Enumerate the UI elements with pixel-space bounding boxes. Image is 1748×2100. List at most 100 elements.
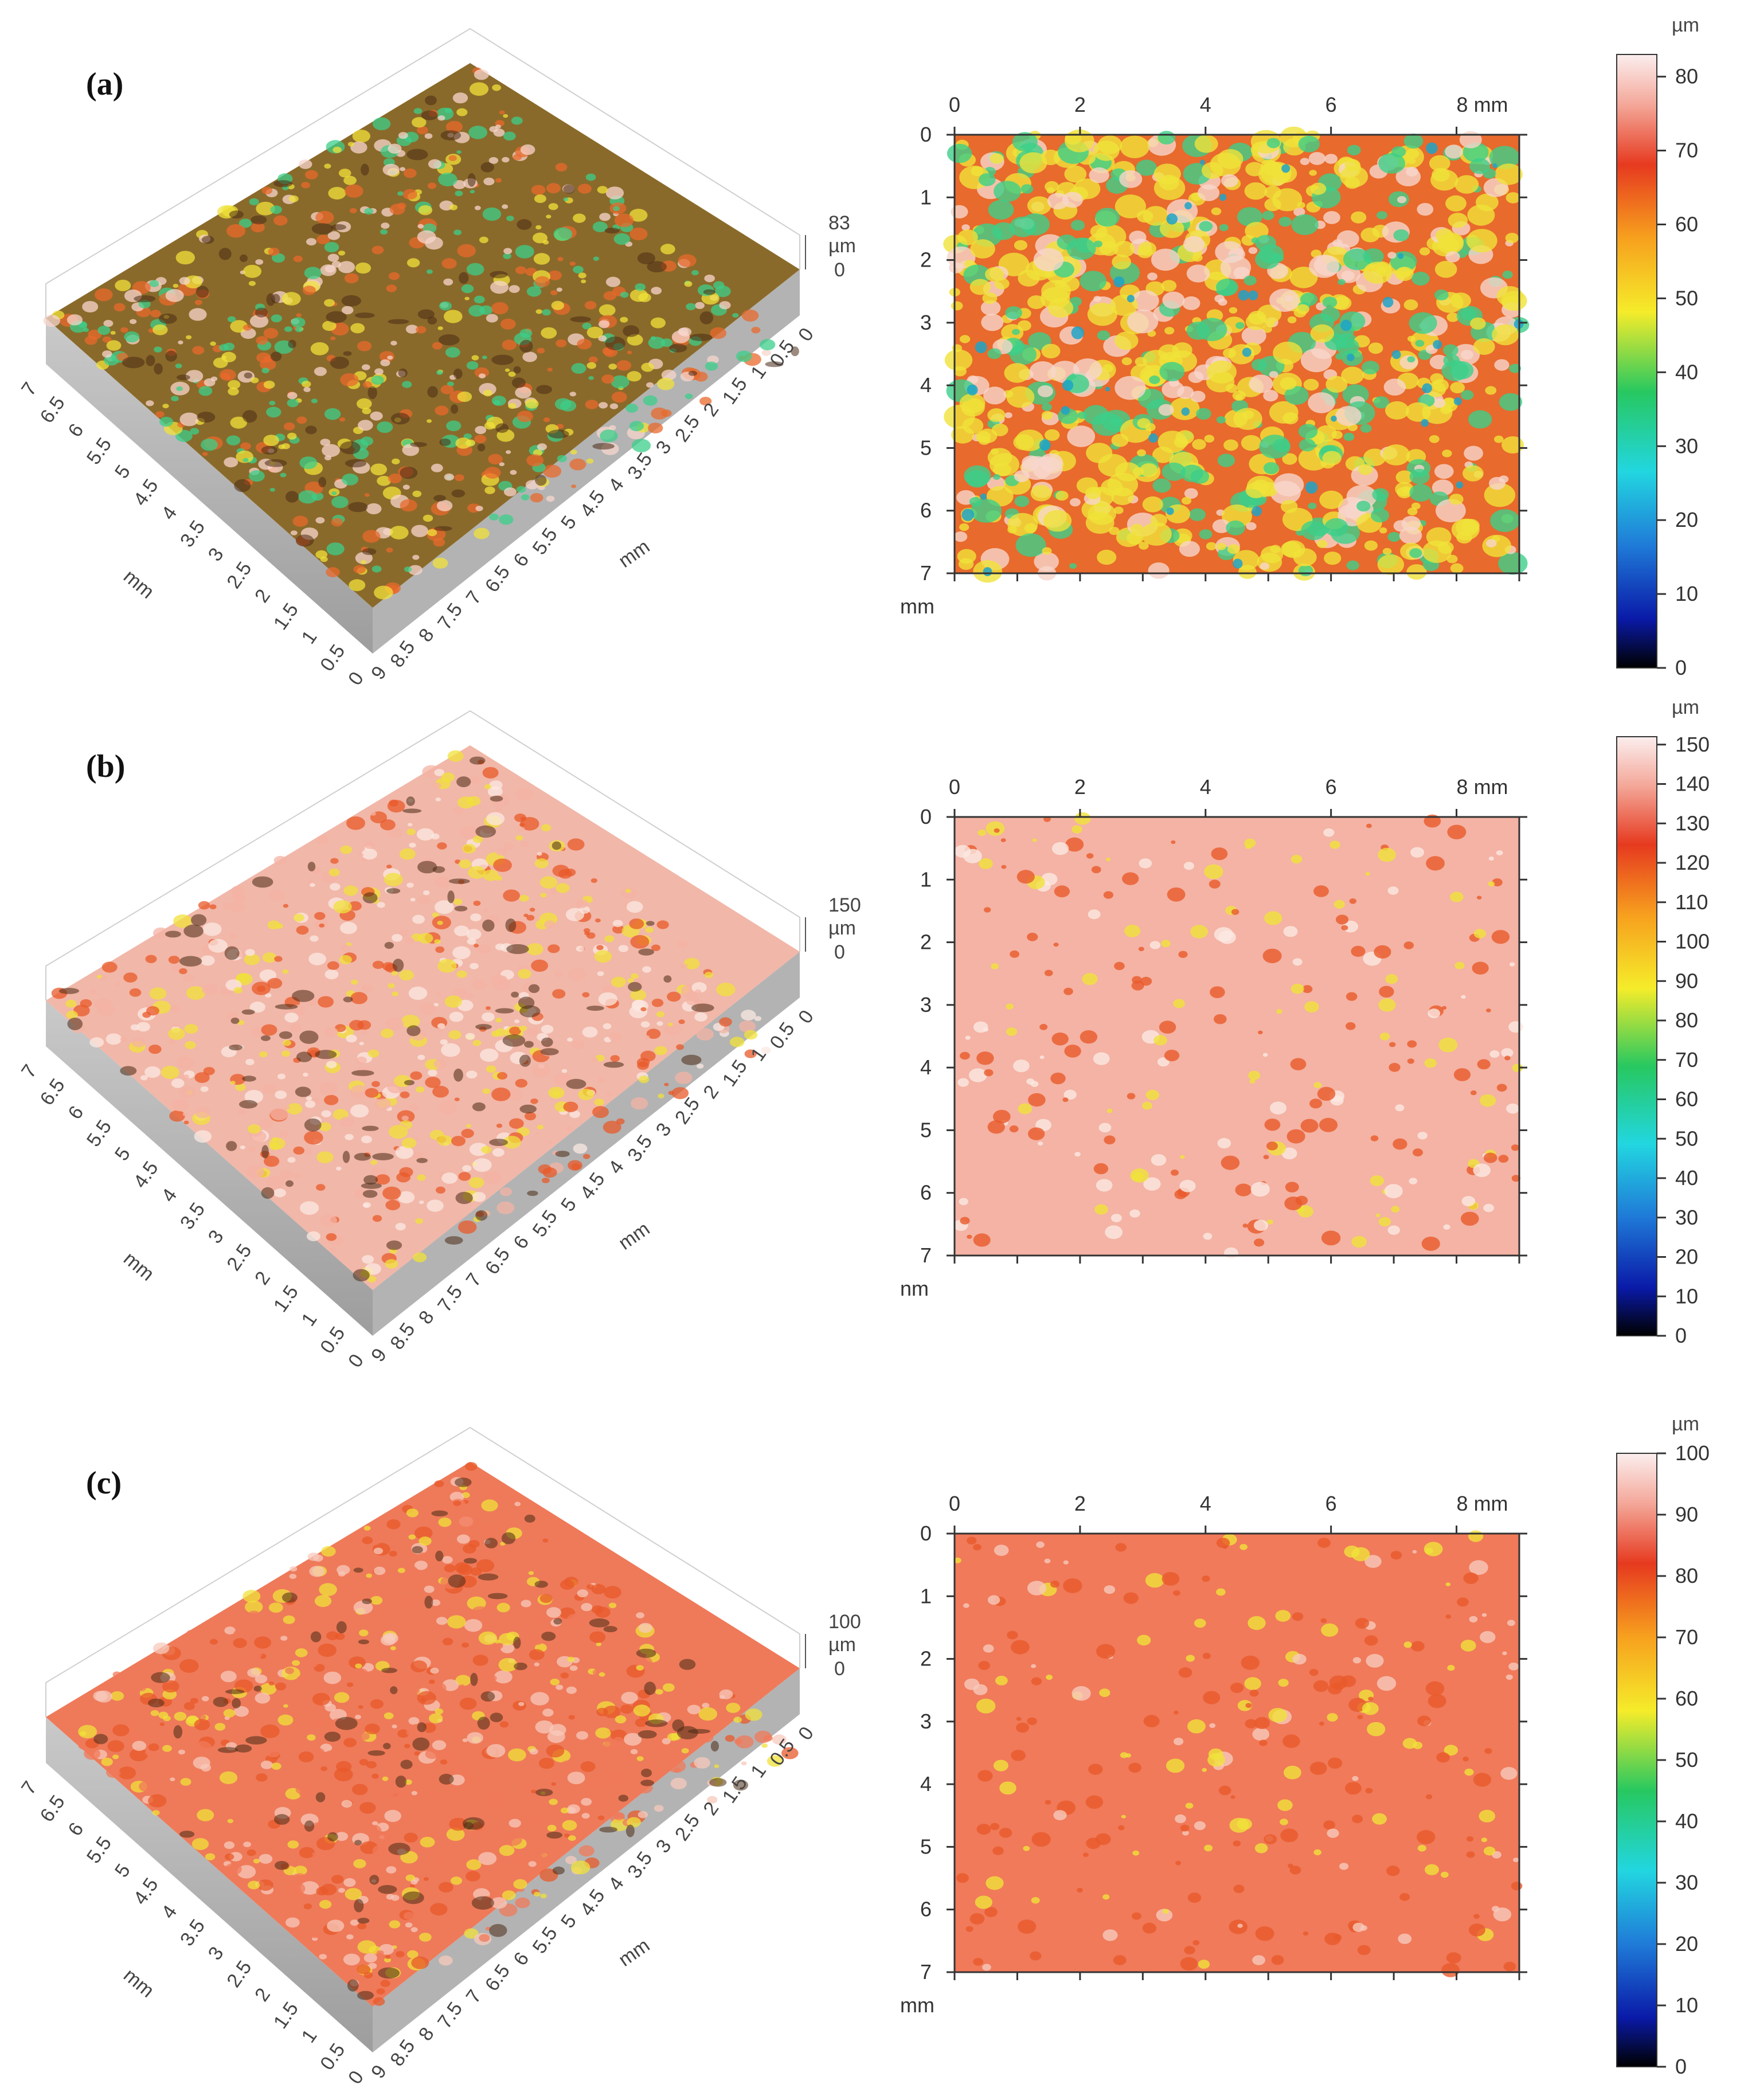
surface-pit — [353, 1269, 370, 1282]
surface-texture-spot — [287, 1157, 296, 1163]
surface-pit — [406, 796, 415, 806]
map-feature-spot — [1340, 166, 1368, 187]
surface-pit — [687, 1729, 711, 1734]
map-feature-spot — [1323, 1820, 1336, 1830]
map-feature-spot — [1321, 1230, 1341, 1246]
map-feature-spot — [1098, 1123, 1112, 1133]
colorbar-tick-label: 130 — [1675, 811, 1710, 835]
surface-pit — [475, 825, 496, 838]
map-feature-spot — [992, 474, 1000, 480]
right-axis-tick-label: 7 — [462, 1269, 486, 1290]
map-feature-spot — [1387, 532, 1401, 542]
map-feature-spot — [1436, 1752, 1450, 1763]
surface-texture-spot — [571, 363, 586, 374]
right-axis-tick-label: 5.5 — [529, 524, 562, 559]
surface-texture-spot — [377, 1832, 392, 1843]
map-feature-spot — [1467, 204, 1495, 226]
map-feature-spot — [961, 224, 970, 231]
map-feature-spot — [1045, 1800, 1051, 1805]
surface-texture-spot — [209, 904, 217, 909]
map-feature-spot — [1188, 371, 1204, 383]
surface-texture-spot — [635, 1718, 647, 1727]
surface-texture-spot — [599, 1672, 605, 1677]
map-feature-spot — [1013, 434, 1034, 451]
surface-texture-spot — [314, 1595, 332, 1608]
surface-texture-spot — [338, 169, 351, 178]
map-feature-spot — [1483, 1152, 1497, 1163]
left-axis-tick-label: 7 — [17, 378, 41, 400]
surface-texture-spot — [102, 336, 112, 343]
map-feature-spot — [1120, 135, 1149, 158]
map-feature-spot — [1501, 291, 1527, 311]
surface-texture-spot — [702, 1703, 710, 1708]
map-feature-spot — [1063, 1578, 1082, 1593]
map-feature-spot — [1245, 482, 1266, 498]
surface-pit — [245, 1736, 267, 1745]
surface-texture-spot — [252, 981, 271, 995]
surface-texture-spot — [479, 236, 488, 244]
map-feature-spot — [1174, 1738, 1184, 1746]
map-feature-spot — [1010, 344, 1037, 365]
surface-texture-spot — [155, 411, 165, 418]
surface-texture-spot — [398, 969, 414, 981]
right-axis-tick-label: 8.5 — [386, 637, 419, 672]
map-feature-spot — [986, 821, 1005, 836]
map-feature-spot — [975, 1895, 992, 1909]
map-feature-spot — [1233, 408, 1262, 430]
map-feature-spot — [1460, 350, 1473, 360]
surface-texture-spot — [326, 567, 340, 577]
surface-pit — [234, 1744, 252, 1753]
surface-texture-spot — [257, 1879, 273, 1891]
surface-pit — [570, 316, 591, 323]
surface-texture-spot — [447, 1184, 452, 1188]
surface-texture-spot — [548, 270, 562, 280]
surface-texture-spot — [165, 289, 184, 302]
map-feature-spot — [1324, 518, 1348, 537]
map-feature-spot — [1142, 1922, 1157, 1934]
surface-texture-spot — [552, 1773, 563, 1781]
surface-texture-spot — [319, 1954, 327, 1960]
surface-texture-spot — [596, 945, 604, 951]
map-feature-spot — [1232, 390, 1246, 401]
surface-pit — [315, 1792, 326, 1802]
surface-texture-spot — [390, 341, 397, 346]
left-axis-tick-label: 4.5 — [129, 1157, 162, 1192]
surface-pit — [311, 223, 334, 234]
map-feature-spot — [1313, 1849, 1321, 1856]
map-feature-spot — [1343, 432, 1355, 441]
surface-texture-spot — [320, 1766, 328, 1771]
map-feature-spot — [1254, 1717, 1270, 1729]
map-feature-spot — [1185, 1802, 1194, 1809]
surface-pit — [490, 795, 503, 802]
surface-texture-spot — [199, 1669, 218, 1683]
map-feature-spot — [1210, 986, 1225, 998]
surface-texture-spot — [397, 1191, 415, 1203]
surface-texture-spot — [543, 417, 550, 423]
map-feature-spot — [983, 1027, 989, 1032]
surface-texture-spot — [256, 352, 271, 363]
surface-pit — [495, 1008, 514, 1014]
surface-texture-spot — [592, 1106, 609, 1119]
map-feature-spot — [1273, 473, 1304, 496]
surface-texture-spot — [576, 945, 584, 952]
surface-texture-spot — [131, 1037, 146, 1047]
map-feature-spot — [1462, 465, 1484, 482]
map-feature-spot — [1085, 1795, 1104, 1809]
map-feature-spot — [1259, 435, 1291, 459]
surface-texture-spot — [491, 1088, 511, 1101]
map-feature-spot — [1173, 999, 1185, 1008]
surface-texture-spot — [437, 326, 443, 330]
surface-texture-spot — [482, 355, 487, 359]
map-feature-spot — [1054, 885, 1070, 898]
surface-pit — [330, 357, 349, 369]
surface-texture-spot — [310, 883, 315, 887]
surface-texture-spot — [146, 1006, 159, 1016]
map-feature-spot — [1019, 152, 1047, 174]
surface-texture-spot — [405, 937, 415, 944]
surface-texture-spot — [656, 1021, 663, 1026]
surface-texture-spot — [386, 1866, 397, 1874]
surface-texture-spot — [470, 963, 479, 969]
map-x-tick-label: 4 — [1200, 775, 1211, 799]
surface-texture-spot — [704, 972, 714, 978]
